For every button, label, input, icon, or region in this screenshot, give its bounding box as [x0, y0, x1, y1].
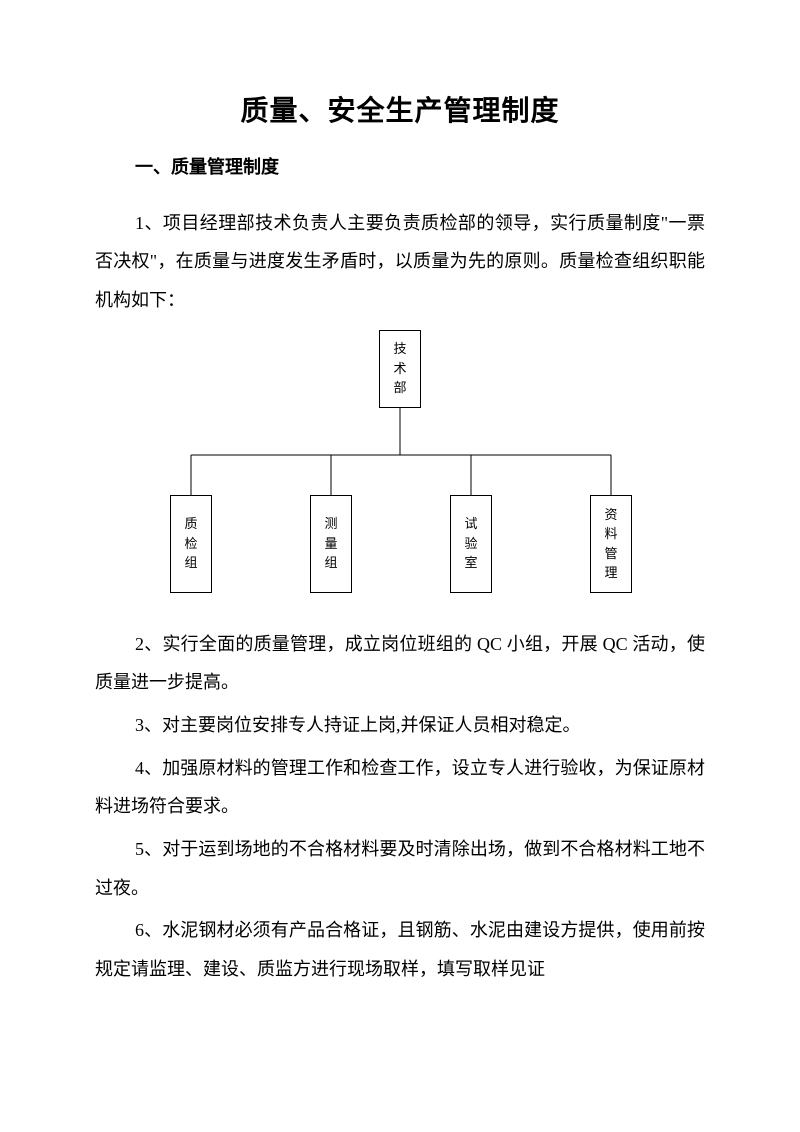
org-node-child-4-char-3: 理: [605, 563, 618, 583]
section-1-header: 一、质量管理制度: [135, 153, 705, 182]
org-node-child-1-char-1: 检: [185, 534, 198, 554]
org-node-child-2-char-1: 量: [325, 534, 338, 554]
paragraph-5: 5、对于运到场地的不合格材料要及时清除出场，做到不合格材料工地不过夜。: [95, 830, 705, 907]
paragraph-2: 2、实行全面的质量管理，成立岗位班组的 QC 小组，开展 QC 活动，使质量进一…: [95, 625, 705, 702]
org-node-child-1: 质 检 组: [170, 495, 212, 593]
org-node-child-1-char-2: 组: [185, 553, 198, 573]
org-node-child-3-char-0: 试: [465, 514, 478, 534]
org-node-child-4: 资 料 管 理: [590, 495, 632, 593]
org-node-child-2-char-0: 测: [325, 514, 338, 534]
org-node-child-3: 试 验 室: [450, 495, 492, 593]
page-title: 质量、安全生产管理制度: [95, 90, 705, 135]
paragraph-3: 3、对主要岗位安排专人持证上岗,并保证人员相对稳定。: [95, 706, 705, 745]
org-node-child-4-char-2: 管: [605, 544, 618, 564]
org-node-root: 技 术 部: [379, 330, 421, 408]
org-node-child-1-char-0: 质: [185, 514, 198, 534]
paragraph-6: 6、水泥钢材必须有产品合格证，且钢筋、水泥由建设方提供，使用前按规定请监理、建设…: [95, 911, 705, 988]
org-node-child-2: 测 量 组: [310, 495, 352, 593]
paragraph-1: 1、项目经理部技术负责人主要负责质检部的领导，实行质量制度"一票否决权"，在质量…: [95, 204, 705, 320]
org-node-root-char-1: 术: [394, 359, 407, 379]
org-node-child-4-char-0: 资: [605, 505, 618, 525]
paragraph-4: 4、加强原材料的管理工作和检查工作，设立专人进行验收，为保证原材料进场符合要求。: [95, 749, 705, 826]
org-node-root-char-2: 部: [394, 378, 407, 398]
org-node-child-3-char-2: 室: [465, 553, 478, 573]
org-node-root-char-0: 技: [394, 339, 407, 359]
org-chart-diagram: 技 术 部 质 检 组 测 量 组 试 验 室 资 料 管 理: [140, 330, 660, 600]
org-node-child-3-char-1: 验: [465, 534, 478, 554]
org-node-child-4-char-1: 料: [605, 524, 618, 544]
org-node-child-2-char-2: 组: [325, 553, 338, 573]
